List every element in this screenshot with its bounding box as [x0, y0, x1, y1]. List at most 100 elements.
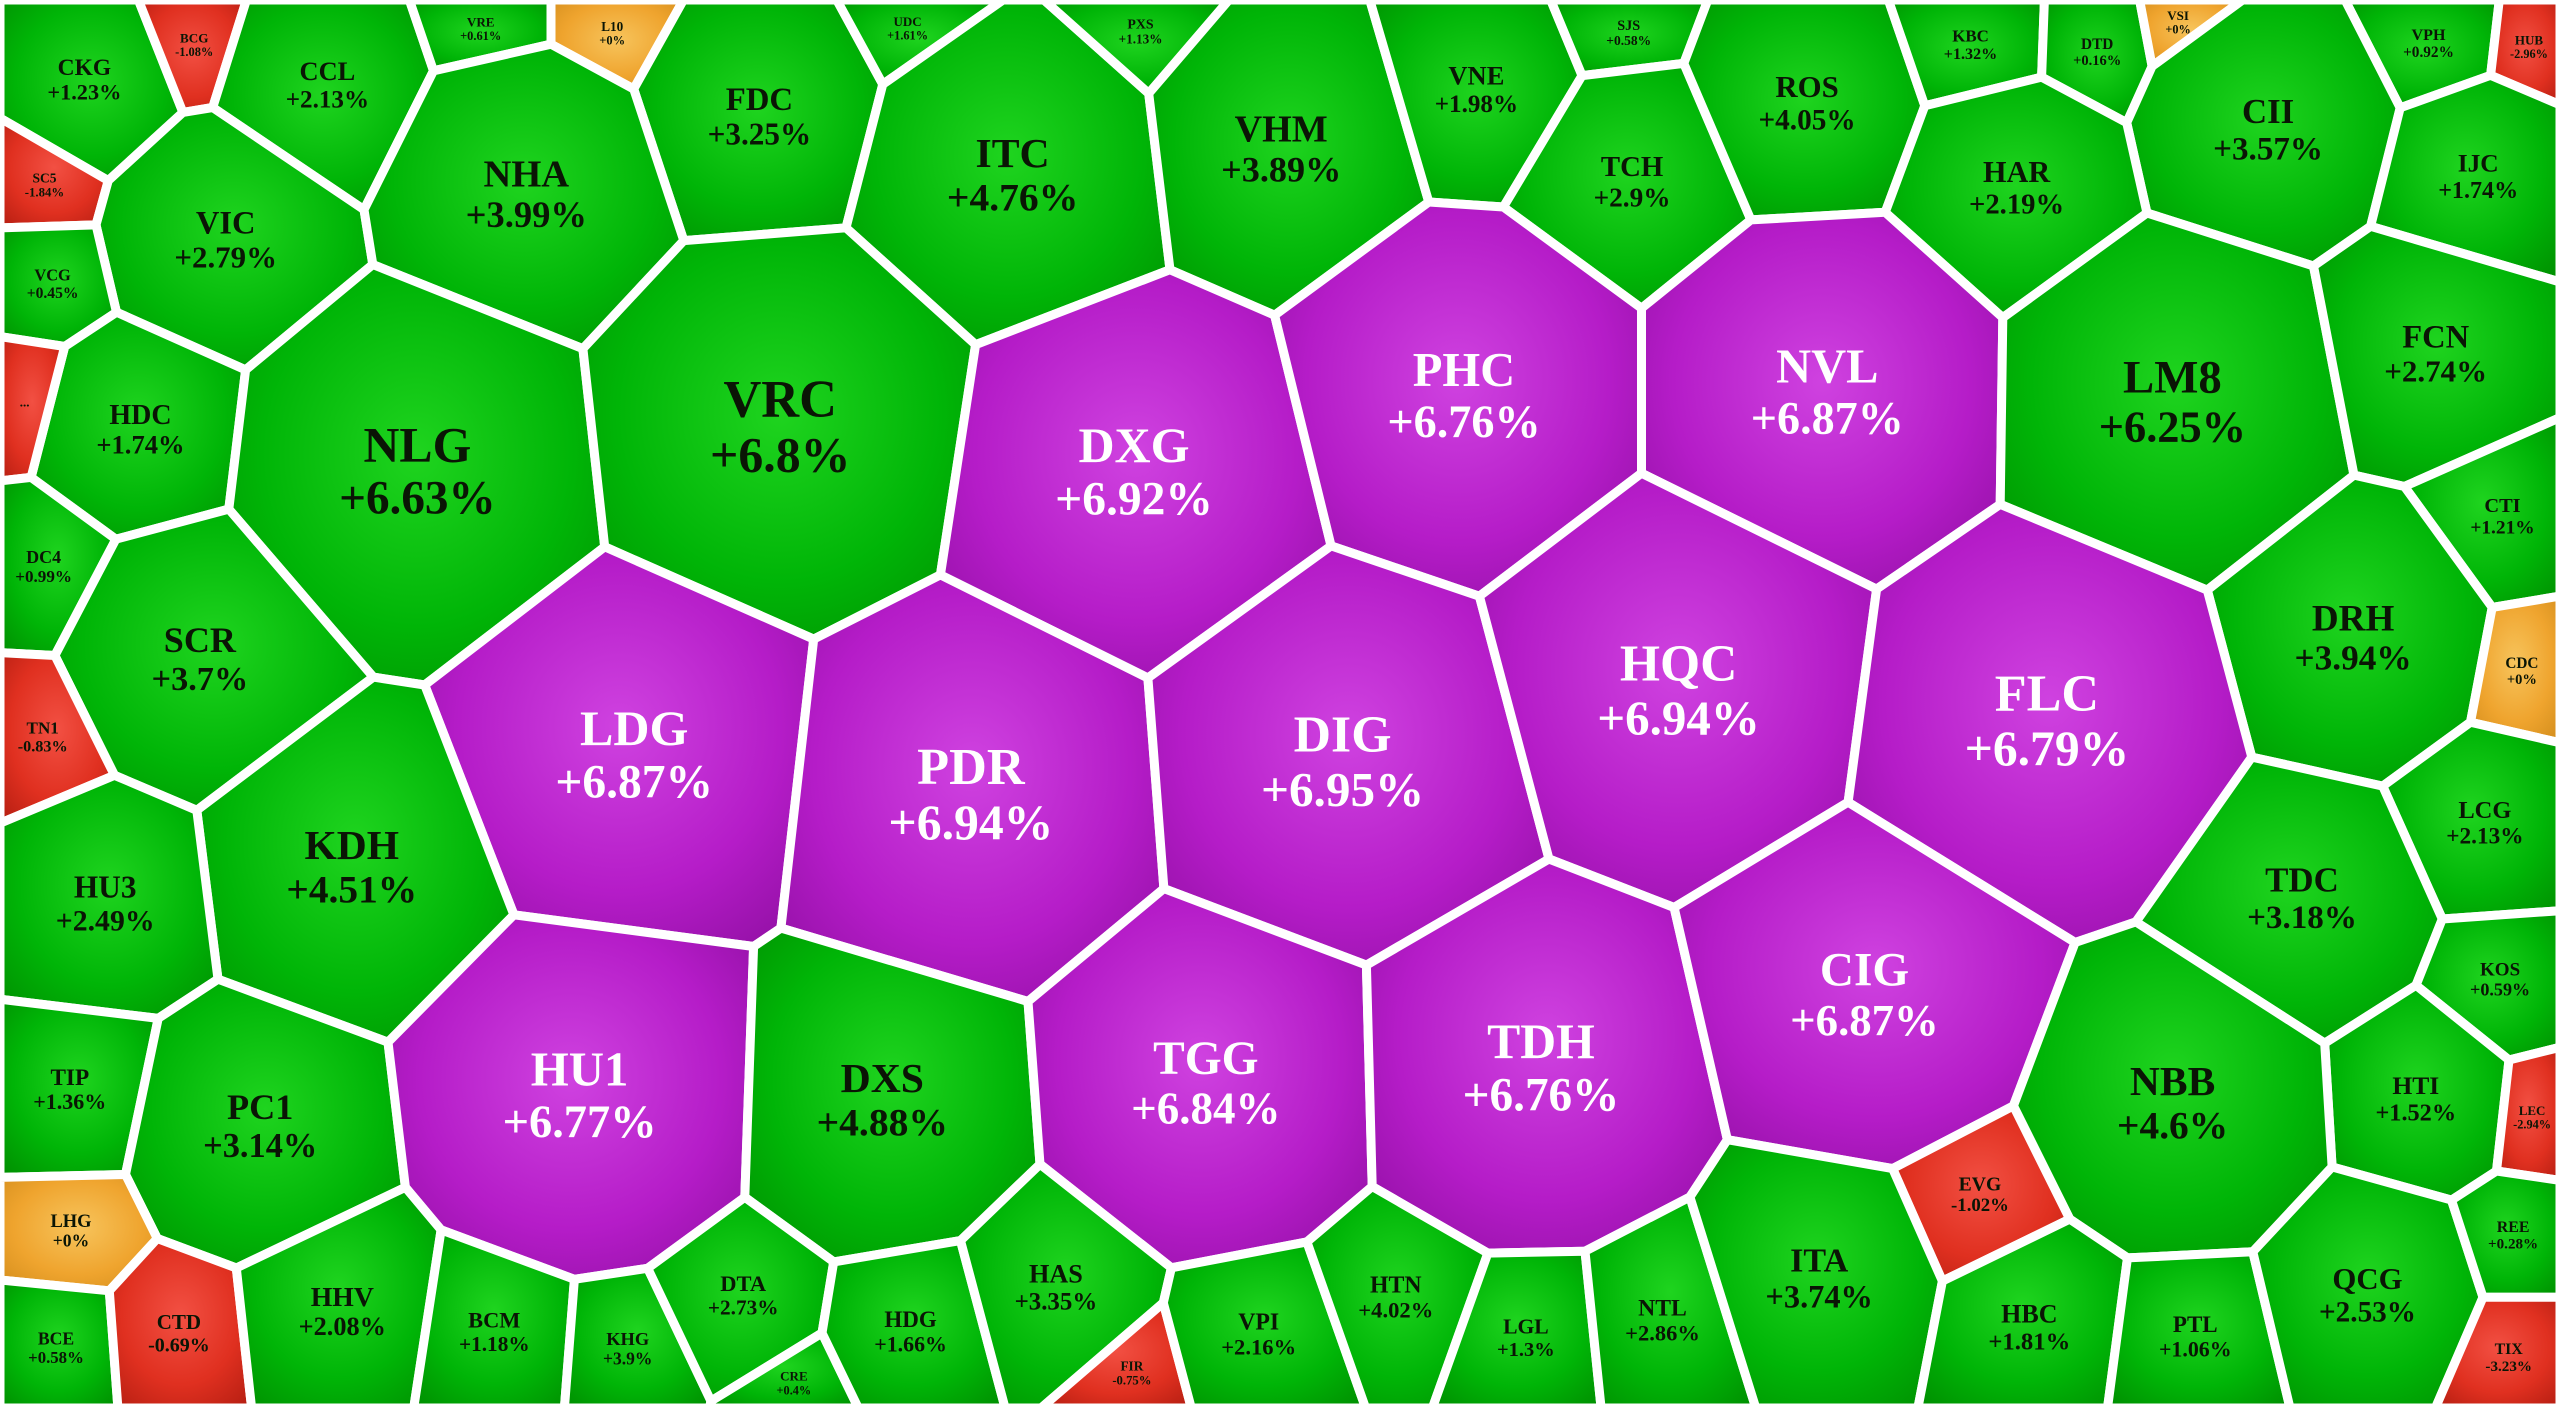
cell-ticker: DRH: [2312, 599, 2395, 640]
cell-nbb[interactable]: NBB +4.6%: [2008, 917, 2337, 1263]
cell-change: +1.98%: [1435, 91, 1518, 118]
cell-ticker: DXG: [1078, 417, 1189, 473]
cell-cii[interactable]: CII +3.57%: [2122, 0, 2405, 271]
cell-label-has: HAS +3.35%: [1015, 1259, 1098, 1315]
cell-label-kbc: KBC +1.32%: [1944, 26, 1997, 63]
cell-ticker: TDH: [1487, 1014, 1595, 1069]
cell-ticker: DIG: [1294, 706, 1392, 763]
cell-vic[interactable]: VIC +2.79%: [91, 103, 378, 375]
cell-tix[interactable]: TIX -3.23%: [2430, 1292, 2560, 1408]
cell-change: +6.87%: [555, 757, 713, 809]
cell-ticker: ...: [20, 395, 30, 410]
cell-ticker: VHM: [1235, 109, 1328, 151]
cell-label-ijc: IJC +1.74%: [2438, 150, 2518, 205]
cell-change: -1.08%: [175, 45, 213, 59]
cell-change: +6.25%: [2099, 401, 2246, 451]
cell-cig[interactable]: CIG +6.87%: [1669, 797, 2080, 1174]
cell-lec[interactable]: LEC -2.94%: [2492, 1042, 2560, 1185]
cell-ita[interactable]: ITA +3.74%: [1685, 1135, 1947, 1408]
cell-label-l10: L10 +0%: [599, 19, 625, 48]
cell-cdc[interactable]: CDC +0%: [2466, 591, 2560, 748]
cell-ticker: ITA: [1790, 1243, 1848, 1280]
cell-ticker: VNE: [1448, 60, 1504, 90]
cell-ticker: PTL: [2173, 1312, 2218, 1337]
cell-label-qcg: QCG +2.53%: [2319, 1262, 2416, 1328]
cell-label-dxg: DXG +6.92%: [1055, 417, 1213, 526]
cell-change: +1.13%: [1119, 31, 1163, 46]
cell-change: +1.61%: [887, 29, 928, 43]
cell-fcn[interactable]: FCN +2.74%: [2309, 221, 2560, 491]
cell-change: +0.92%: [2403, 44, 2454, 61]
cell-label-lhg: LHG +0%: [50, 1212, 91, 1250]
cell-dxs[interactable]: DXS +4.88%: [740, 923, 1045, 1267]
cell-hu3[interactable]: HU3 +2.49%: [0, 770, 223, 1023]
cell-htn[interactable]: HTN +4.02%: [1302, 1182, 1493, 1408]
cell-label-vph: VPH +0.92%: [2403, 27, 2454, 61]
cell-ijc[interactable]: IJC +1.74%: [2366, 70, 2560, 287]
cell-dxg[interactable]: DXG +6.92%: [935, 265, 1336, 683]
cell-change: +4.6%: [2117, 1104, 2228, 1148]
cell-change: +6.87%: [1751, 393, 1904, 444]
cell-label-hdc: HDC +1.74%: [96, 400, 184, 459]
cell-label-vcg: VCG +0.45%: [27, 266, 79, 302]
cell-label-kos: KOS +0.59%: [2470, 959, 2530, 999]
cell-label-sjs: SJS +0.58%: [1606, 18, 1651, 48]
cell-ticker: KBC: [1952, 26, 1989, 45]
cell-ticker: EVG: [1959, 1173, 2002, 1195]
cell-shape-ijc[interactable]: [2366, 70, 2560, 287]
cell-bce[interactable]: BCE +0.58%: [0, 1275, 123, 1408]
cell-ticker: LEC: [2519, 1103, 2546, 1118]
cell-ticker: HTI: [2392, 1071, 2439, 1100]
cell-lhg[interactable]: LHG +0%: [0, 1170, 162, 1296]
cell-ctd[interactable]: CTD -0.69%: [104, 1234, 257, 1408]
cell-ticker: ITC: [976, 131, 1050, 177]
cell-tdh[interactable]: TDH +6.76%: [1361, 854, 1732, 1258]
cell-flc[interactable]: FLC +6.79%: [1843, 499, 2257, 947]
cell-change: +1.21%: [2470, 518, 2534, 539]
cell-change: +6.76%: [1463, 1069, 1620, 1121]
cell-change: +1.52%: [2375, 1100, 2456, 1127]
cell-ticker: CKG: [58, 55, 112, 81]
cell-ticker: DXS: [841, 1056, 924, 1102]
cell-vrc[interactable]: VRC +6.8%: [578, 223, 981, 644]
cell-change: +0.16%: [2073, 53, 2121, 69]
cell-label-udc: UDC +1.61%: [887, 14, 928, 43]
cell-label-nvl: NVL +6.87%: [1751, 341, 1904, 444]
cell-label-hqc: HQC +6.94%: [1597, 636, 1760, 746]
cell-change: +4.02%: [1358, 1298, 1433, 1323]
cell-change: +1.81%: [1988, 1329, 2070, 1356]
cell-pdr[interactable]: PDR +6.94%: [776, 570, 1169, 1006]
cell-ticker: VRE: [467, 14, 495, 29]
cell-change: -1.02%: [1951, 1195, 2009, 1216]
cell-ticker: PHC: [1413, 343, 1516, 397]
cell-ticker: TDC: [2265, 861, 2339, 900]
cell-label-cti: CTI +1.21%: [2470, 495, 2534, 538]
cell-label-bcm: BCM +1.18%: [459, 1308, 530, 1357]
cell-ree[interactable]: REE +0.28%: [2447, 1166, 2560, 1302]
cell-ticker: HUB: [2515, 32, 2544, 47]
cell-change: +0%: [599, 34, 625, 48]
cell-label-dta: DTA +2.73%: [708, 1271, 779, 1320]
cell-label-vsi: VSI +0%: [2165, 8, 2190, 37]
cell-change: +3.94%: [2295, 639, 2412, 678]
cell-label-nha: NHA +3.99%: [466, 154, 587, 235]
cell-ticker: VCG: [34, 266, 71, 285]
cell-phc[interactable]: PHC +6.76%: [1270, 197, 1646, 601]
cell-label-dig: DIG +6.95%: [1261, 706, 1424, 816]
cell-hqc[interactable]: HQC +6.94%: [1474, 468, 1882, 912]
cell-label-dc4: DC4 +0.99%: [15, 547, 72, 586]
cell-shape-ree[interactable]: [2447, 1166, 2560, 1302]
cell-label-ita: ITA +3.74%: [1765, 1243, 1873, 1316]
cell-dig[interactable]: DIG +6.95%: [1143, 541, 1554, 970]
cell-hu1[interactable]: HU1 +6.77%: [383, 910, 759, 1284]
cell-label-vne: VNE +1.98%: [1435, 60, 1518, 118]
cell-label-ccl: CCL +2.13%: [286, 56, 369, 114]
cell-change: +4.76%: [947, 176, 1078, 220]
cell-change: +2.86%: [1625, 1320, 1700, 1345]
cell-label-khg: KHG +3.9%: [603, 1329, 652, 1368]
cell-shape-tix[interactable]: [2430, 1292, 2560, 1408]
cell-label-ros: ROS +4.05%: [1758, 70, 1855, 136]
cell-ticker: NVL: [1776, 341, 1878, 394]
cell-label-vhm: VHM +3.89%: [1221, 109, 1341, 190]
